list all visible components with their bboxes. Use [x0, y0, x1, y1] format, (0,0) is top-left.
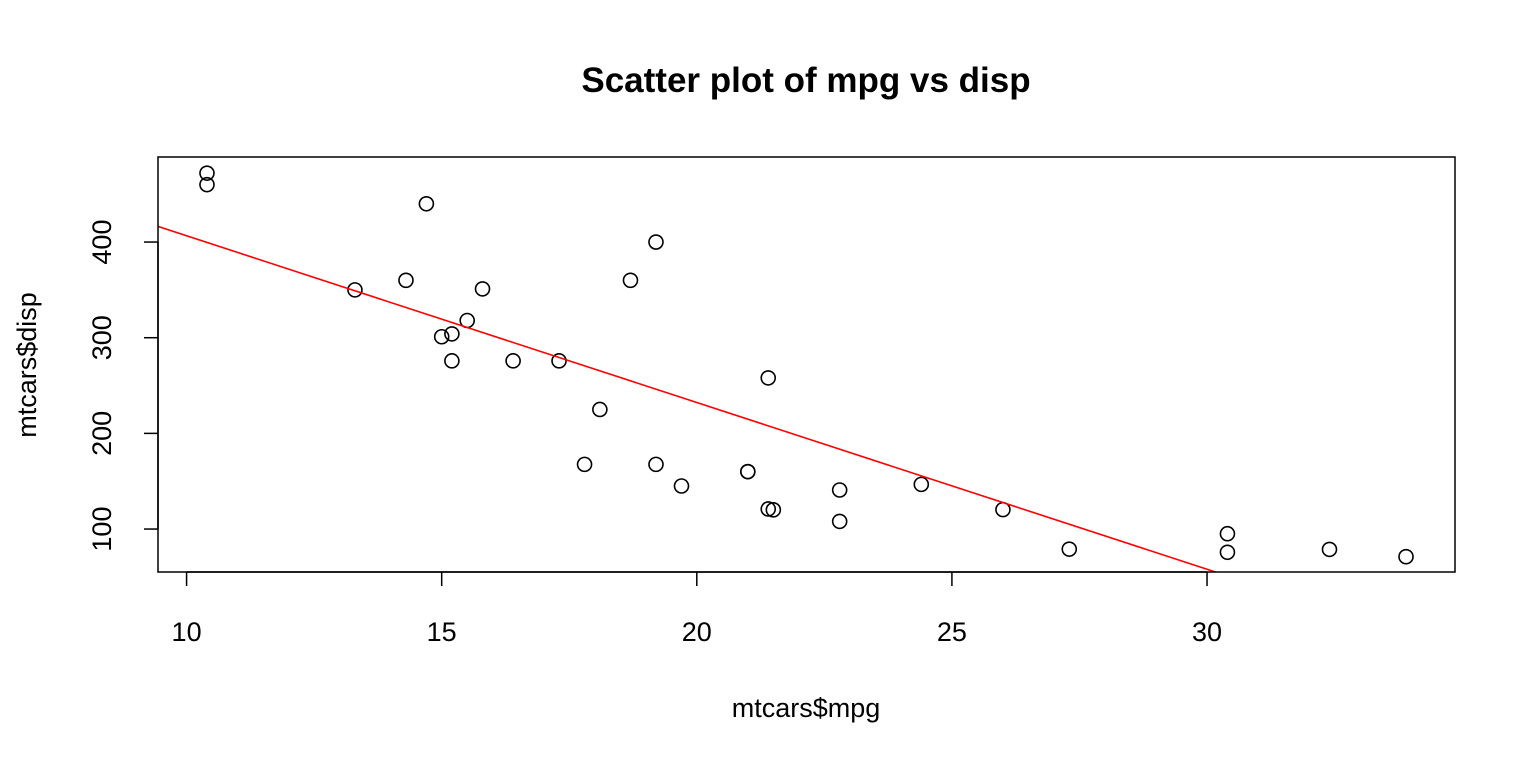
- data-point: [1219, 525, 1236, 542]
- data-point: [648, 234, 664, 250]
- y-tick-label: 400: [87, 220, 117, 265]
- x-tick-label: 30: [1192, 617, 1222, 647]
- data-point: [1219, 544, 1236, 561]
- x-tick-label: 10: [172, 617, 202, 647]
- data-point: [740, 463, 756, 480]
- plot-frame: [157, 156, 1456, 573]
- data-point: [199, 165, 215, 181]
- data-point: [418, 195, 435, 212]
- y-axis: 100 200 300 400: [87, 220, 159, 552]
- data-point: [505, 353, 521, 369]
- data-point: [576, 456, 593, 473]
- x-tick-label: 15: [427, 617, 457, 647]
- chart-title: Scatter plot of mpg vs disp: [581, 61, 1030, 100]
- data-point: [444, 326, 460, 342]
- data-point: [622, 272, 639, 289]
- data-point: [398, 272, 414, 289]
- data-point: [444, 353, 460, 369]
- x-tick-label: 20: [682, 617, 712, 647]
- data-point: [592, 401, 608, 418]
- data-point: [648, 456, 664, 473]
- regression-line-layer: [158, 225, 1219, 572]
- data-point: [673, 478, 690, 494]
- y-tick-label: 100: [87, 507, 117, 552]
- data-point: [760, 501, 777, 517]
- y-axis-label: mtcars$disp: [12, 292, 42, 438]
- data-point: [765, 502, 782, 518]
- data-point: [831, 482, 848, 498]
- y-tick-label: 300: [87, 315, 117, 360]
- data-point: [433, 328, 450, 345]
- data-point: [347, 282, 363, 298]
- x-tick-label: 25: [937, 617, 967, 647]
- data-point: [913, 476, 930, 493]
- data-point: [760, 370, 777, 386]
- data-point: [474, 281, 491, 297]
- data-point: [1321, 541, 1338, 558]
- x-axis: 10 15 20 25 30: [172, 571, 1222, 647]
- data-point: [199, 176, 215, 193]
- x-axis-label: mtcars$mpg: [732, 693, 881, 723]
- regression-line: [158, 225, 1219, 572]
- points-layer: [199, 165, 1414, 565]
- y-tick-label: 200: [87, 411, 117, 456]
- data-point: [1398, 548, 1414, 565]
- data-point: [831, 513, 848, 530]
- data-point: [1061, 541, 1078, 557]
- data-point: [551, 353, 567, 369]
